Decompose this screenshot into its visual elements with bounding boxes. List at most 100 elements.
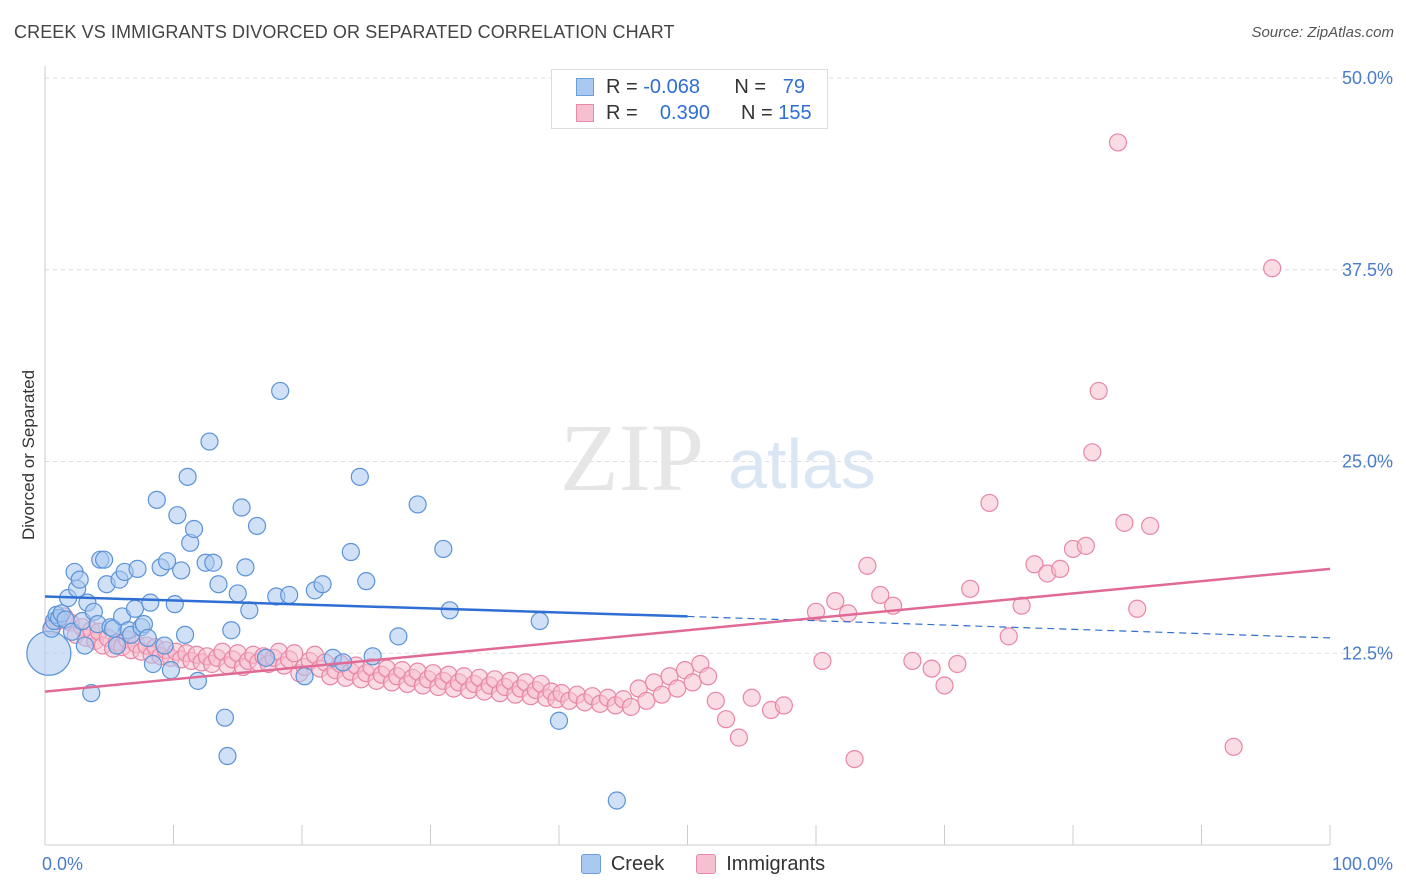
creek-point xyxy=(172,561,191,580)
y-tick-label: 12.5% xyxy=(1342,643,1393,663)
immigrants-point xyxy=(1128,599,1147,618)
creek-point xyxy=(280,585,299,605)
creek-point xyxy=(175,625,195,644)
legend-r-label: R = xyxy=(606,75,638,98)
immigrants-point xyxy=(285,644,304,663)
watermark: ZIP atlas xyxy=(560,404,876,511)
immigrants-point xyxy=(826,591,845,611)
immigrants-point xyxy=(1025,555,1044,574)
immigrants-point xyxy=(716,710,736,729)
creek-point xyxy=(128,559,147,578)
legend-n-value-immigrants: 155 xyxy=(778,101,812,124)
immigrants-point xyxy=(1140,516,1160,536)
y-tick-label: 50.0% xyxy=(1342,68,1393,88)
immigrants-point xyxy=(813,651,832,671)
creek-point xyxy=(295,667,314,686)
legend-item-immigrants: Immigrants xyxy=(696,853,825,876)
legend-row-immigrants: R = 0.390 N = 155 xyxy=(576,101,812,125)
immigrants-point xyxy=(903,651,922,671)
creek-point xyxy=(389,627,408,646)
y-axis-title: Divorced or Separated xyxy=(19,370,38,540)
creek-point xyxy=(209,575,228,594)
legend-swatch-immigrants xyxy=(696,854,717,874)
creek-point xyxy=(95,550,114,569)
creek-point xyxy=(155,636,174,655)
creek-point xyxy=(75,636,94,655)
creek-point xyxy=(26,630,72,676)
immigrants-point xyxy=(1076,536,1095,555)
axis-layer xyxy=(44,66,1331,846)
immigrants-point xyxy=(637,691,656,710)
trend-lines xyxy=(44,567,1331,693)
immigrants-point xyxy=(999,627,1018,646)
creek-point xyxy=(125,599,145,618)
immigrants-point xyxy=(668,679,687,698)
immigrants-point xyxy=(1083,443,1102,462)
immigrants-point xyxy=(845,749,864,769)
immigrants-point xyxy=(706,691,725,710)
creek-point xyxy=(313,575,332,594)
immigrants-point xyxy=(948,654,967,674)
stats-legend: R = -0.068 N = 79 R = 0.390 N = 155 xyxy=(551,69,828,129)
creek-point xyxy=(271,381,290,401)
immigrants-point xyxy=(683,673,702,692)
creek-point xyxy=(357,572,376,591)
immigrants-point xyxy=(742,688,761,707)
immigrants-point xyxy=(698,667,718,686)
legend-r-value-creek: -0.068 xyxy=(643,75,700,98)
creek-point xyxy=(350,467,369,486)
creek-point xyxy=(341,542,360,562)
legend-swatch-creek xyxy=(576,78,594,96)
immigrants-point xyxy=(774,696,793,715)
creek-point xyxy=(141,593,160,612)
creek-point xyxy=(363,647,382,666)
creek-point xyxy=(232,498,251,517)
legend-n-value-creek: 79 xyxy=(782,75,805,98)
immigrants-point xyxy=(1108,133,1128,152)
immigrants-point xyxy=(806,602,826,621)
legend-r-value-immigrants: 0.390 xyxy=(659,101,710,124)
creek-point xyxy=(184,519,204,539)
creek-point xyxy=(236,558,255,577)
creek-point xyxy=(200,432,219,451)
creek-point xyxy=(161,661,181,680)
creek-point xyxy=(178,467,197,486)
x-tick-label: 100.0% xyxy=(1332,854,1393,874)
creek-point xyxy=(157,552,177,571)
chart-title: CREEK VS IMMIGRANTS DIVORCED OR SEPARATE… xyxy=(14,22,675,42)
immigrants-point xyxy=(1263,259,1282,278)
legend-n-label: N = xyxy=(741,101,773,124)
legend-r-label: R = xyxy=(606,101,638,124)
legend-n-label: N = xyxy=(734,75,767,98)
creek-point xyxy=(215,708,234,727)
y-tick-label: 25.0% xyxy=(1342,452,1393,472)
creek-point xyxy=(165,595,184,614)
creek-point xyxy=(107,636,127,655)
creek-point xyxy=(247,516,267,536)
immigrants-point xyxy=(935,676,954,695)
creek-point xyxy=(188,671,208,690)
creek-point xyxy=(82,684,101,703)
immigrants-point xyxy=(1224,737,1243,756)
watermark-zip: ZIP xyxy=(560,404,704,511)
creek-point xyxy=(607,791,626,810)
immigrants-point xyxy=(922,659,941,678)
immigrants-point xyxy=(1051,559,1070,578)
series-legend: Creek Immigrants xyxy=(0,850,1406,878)
creek-point xyxy=(408,495,427,514)
legend-item-creek: Creek xyxy=(580,853,664,876)
creek-point xyxy=(204,553,223,572)
tick-labels: 12.5% 25.0% 37.5% 50.0% 0.0% 100.0% xyxy=(42,68,1393,874)
creek-point xyxy=(143,654,163,674)
creek-point xyxy=(168,506,187,525)
creek-point xyxy=(256,648,276,667)
immigrants-point xyxy=(1089,381,1108,401)
immigrants-trend-line xyxy=(44,567,1331,693)
creek-point xyxy=(240,601,259,620)
creek-point xyxy=(222,621,241,640)
creek-points xyxy=(26,381,626,810)
creek-point xyxy=(434,539,453,559)
legend-label-immigrants: Immigrants xyxy=(726,852,826,875)
creek-point xyxy=(228,584,247,603)
